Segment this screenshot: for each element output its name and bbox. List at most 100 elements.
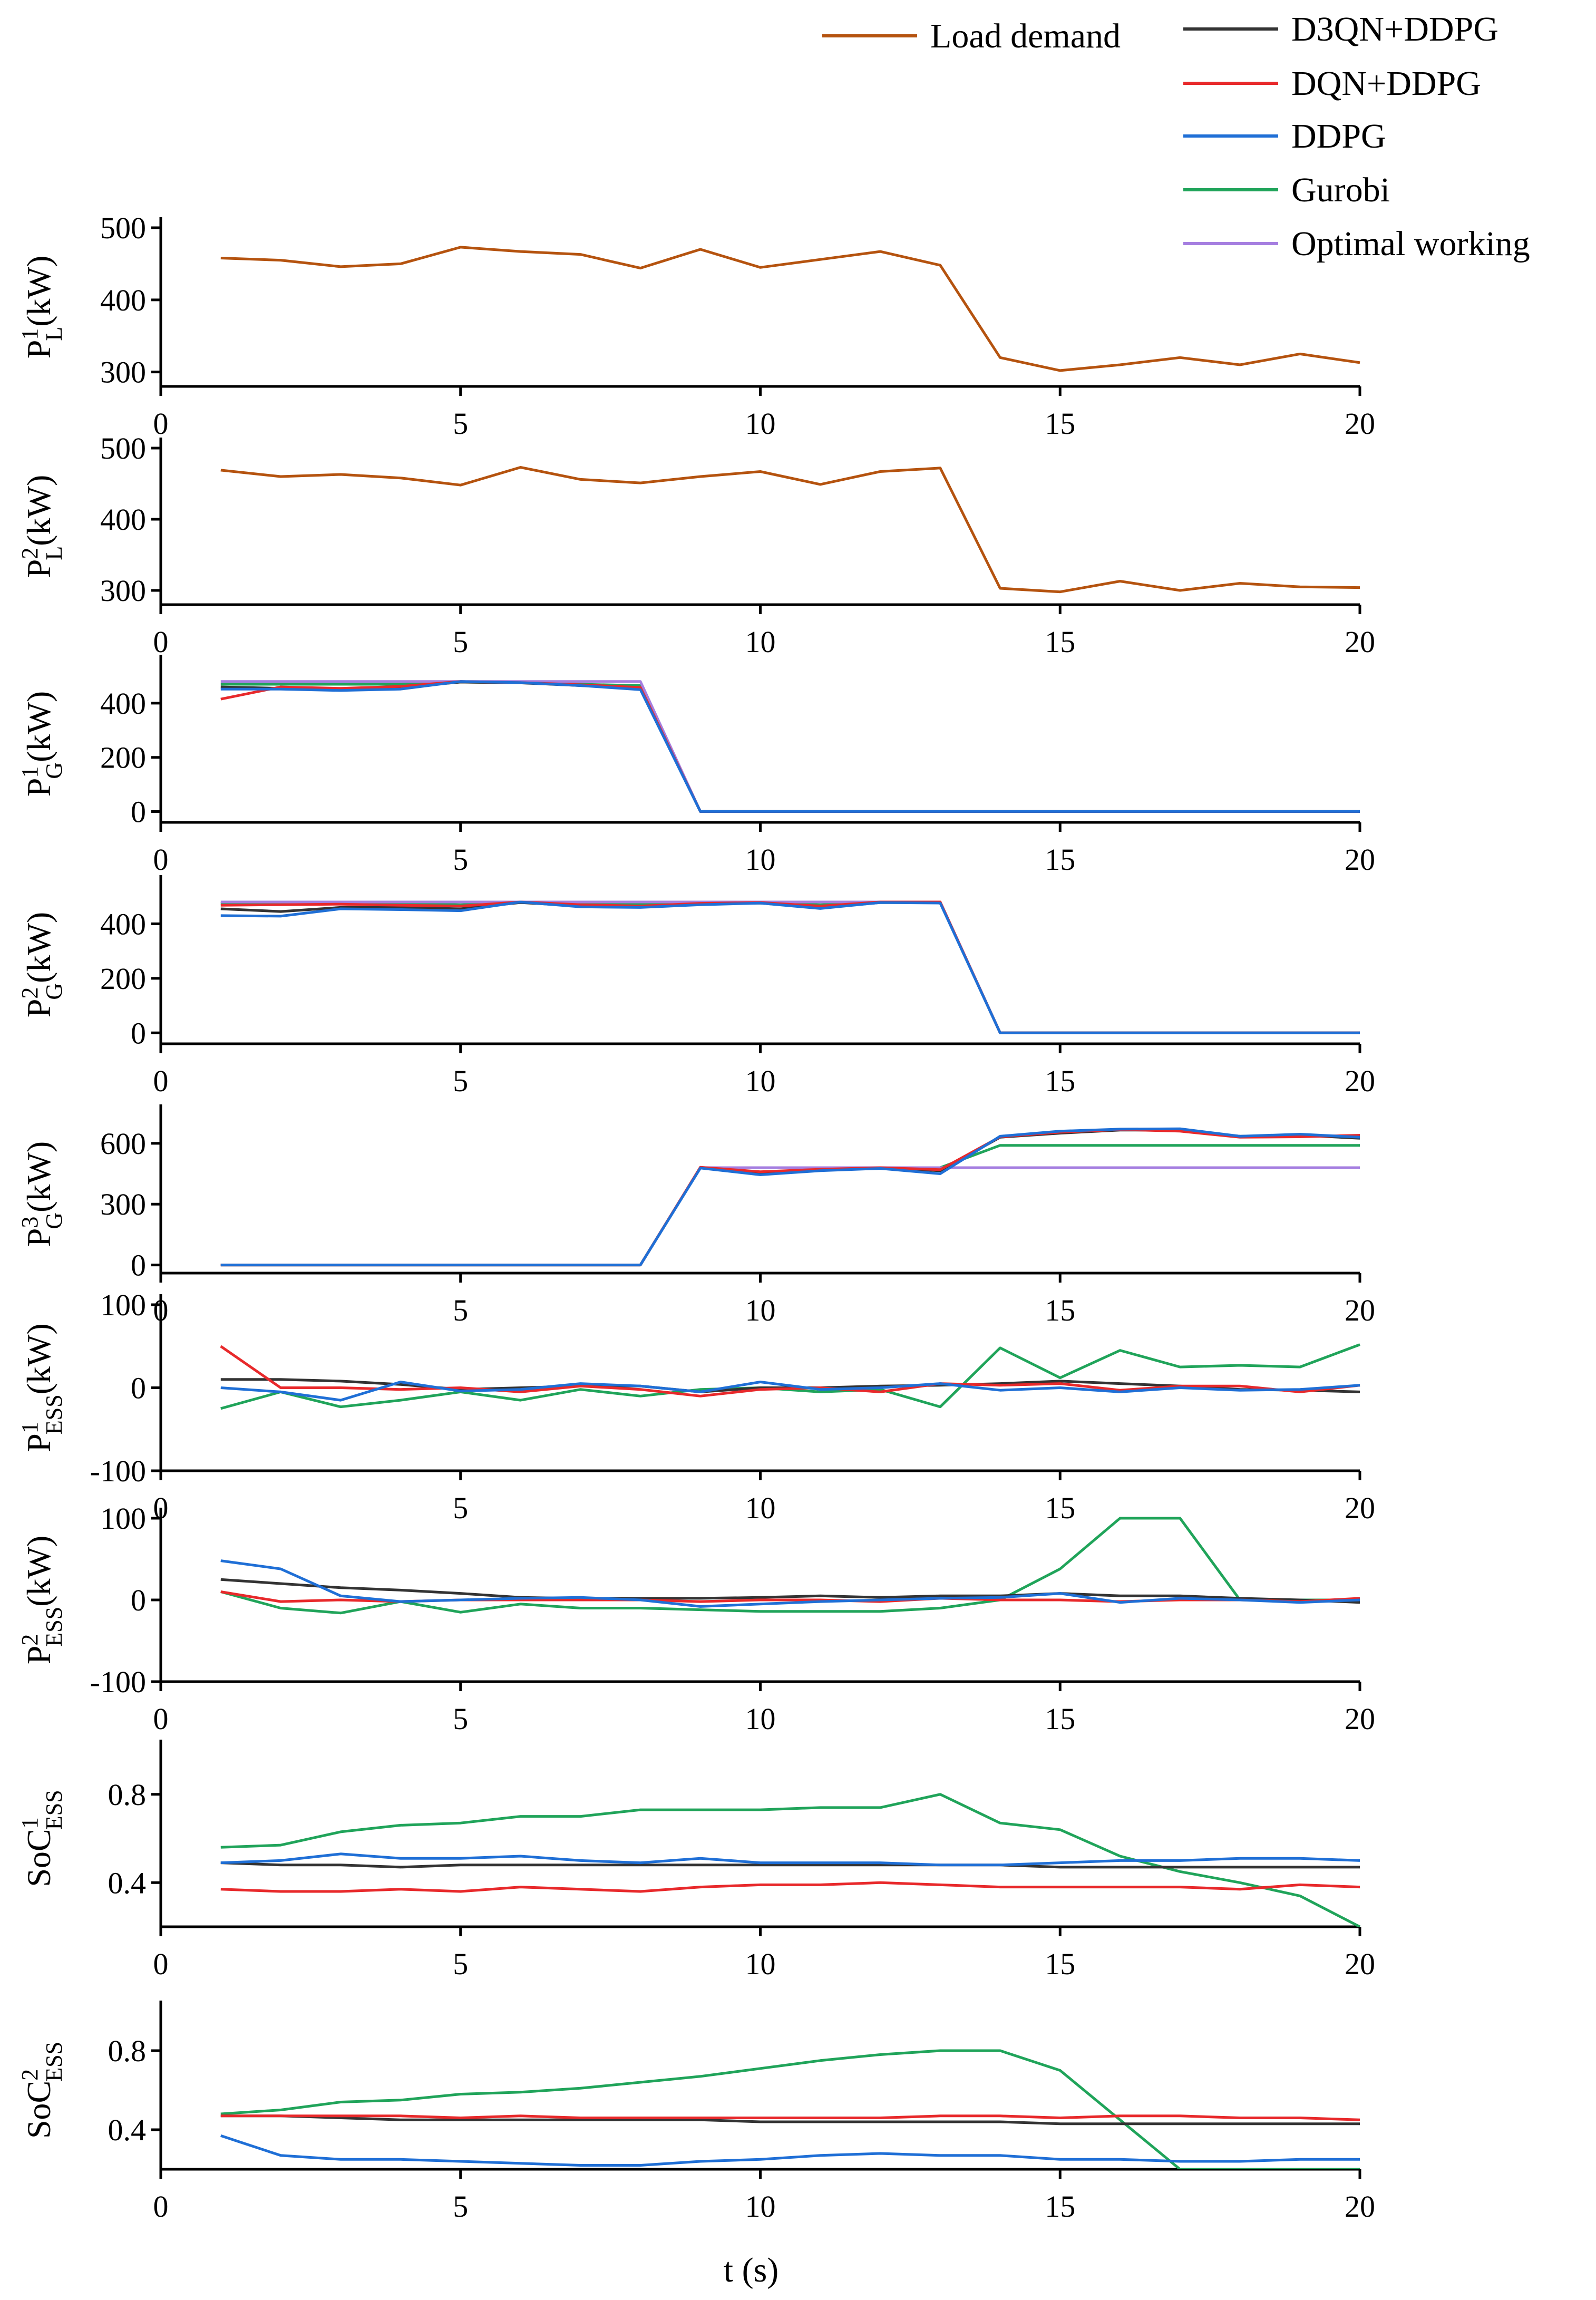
series-line-dqn: [220, 900, 1360, 1034]
series-line-gurobi: [220, 1517, 1360, 1615]
y-tick-label: 300: [100, 355, 146, 390]
y-label-sup: 3: [17, 1217, 43, 1228]
x-tick-label: 0: [153, 842, 169, 877]
series-group: [220, 680, 1360, 813]
series-line-ddpg: [220, 1127, 1360, 1267]
legend-label: D3QN+DDPG: [1291, 10, 1498, 48]
y-tick-label: 400: [100, 686, 146, 721]
y-axis-label: P1ESS(kW): [17, 1323, 67, 1452]
y-label-sub: L: [41, 327, 67, 341]
x-tick-label: 10: [745, 406, 776, 441]
x-tick-label: 0: [153, 625, 169, 659]
series-line-optimal: [220, 1166, 1360, 1267]
y-tick-label: 0: [131, 794, 146, 829]
legend-item-load: Load demand: [822, 17, 1121, 55]
y-tick-label: 200: [100, 741, 146, 775]
series-group: [220, 1793, 1361, 1927]
x-tick-label: 15: [1045, 1491, 1075, 1525]
y-tick-label: 500: [100, 431, 146, 465]
x-tick-label: 5: [453, 1293, 468, 1327]
y-tick-label: 100: [100, 1288, 146, 1322]
x-tick-label: 5: [453, 2189, 468, 2224]
y-tick-label: 0: [131, 1248, 146, 1283]
y-label-unit: (kW): [20, 1536, 57, 1607]
y-label-sup: 1: [17, 1817, 43, 1829]
y-tick-label: -100: [90, 1454, 146, 1488]
y-label-sub: G: [41, 983, 67, 1000]
legend-label: Optimal working: [1291, 225, 1530, 263]
y-label-base: P: [20, 999, 57, 1018]
x-tick-label: 10: [745, 1702, 776, 1736]
legend-item-d3qn: D3QN+DDPG: [1183, 10, 1498, 48]
y-tick-label: 300: [100, 574, 146, 608]
legend-item-dqn: DQN+DDPG: [1183, 64, 1481, 103]
x-tick-label: 0: [153, 2189, 169, 2224]
series-line-dqn: [220, 1128, 1360, 1267]
y-label-unit: (kW): [20, 1141, 57, 1212]
y-tick-label: 0.8: [108, 1778, 147, 1812]
y-label-sub: ESS: [41, 1790, 67, 1830]
x-tick-label: 10: [745, 1947, 776, 1981]
series-line-load: [220, 246, 1360, 372]
series-group: [220, 1127, 1360, 1267]
x-tick-label: 15: [1045, 1947, 1075, 1981]
y-label-base: P: [20, 1646, 57, 1665]
y-label-unit: (kW): [20, 691, 57, 762]
y-tick-label: 100: [100, 1501, 146, 1536]
series-line-ddpg: [220, 1381, 1360, 1402]
y-tick-label: 400: [100, 502, 146, 537]
y-label-sub: G: [41, 1212, 67, 1229]
series-line-d3qn: [220, 1578, 1360, 1604]
y-axis-label: P2ESS(kW): [17, 1536, 67, 1664]
y-label-sub: ESS: [41, 1394, 67, 1434]
series-line-dqn: [220, 2114, 1360, 2121]
legend-label: DDPG: [1291, 117, 1386, 156]
y-tick-label: 300: [100, 1187, 146, 1221]
x-tick-label: 15: [1045, 625, 1075, 659]
y-axis-label: P1L(kW): [17, 256, 67, 359]
y-label-sup: 1: [17, 328, 43, 340]
x-tick-label: 20: [1345, 2189, 1375, 2224]
y-label-unit: (kW): [20, 256, 57, 327]
y-label-sup: 2: [17, 1634, 43, 1646]
legend-item-optimal: Optimal working: [1183, 225, 1530, 263]
series-line-gurobi: [220, 1144, 1360, 1267]
y-label-unit: (kW): [20, 1323, 57, 1394]
series-line-gurobi: [220, 2049, 1360, 2169]
x-tick-label: 5: [453, 1702, 468, 1736]
series-line-load: [220, 466, 1360, 594]
series-line-dqn: [220, 1345, 1360, 1398]
y-axis-label: SoC2ESS: [17, 2042, 67, 2139]
x-tick-label: 0: [153, 1947, 169, 1981]
y-tick-label: 500: [100, 211, 146, 245]
series-group: [220, 900, 1360, 1034]
y-label-base: SoC: [20, 1829, 57, 1887]
panel-1: 0 5 10 15 20 300 400 500 P1L(kW): [17, 211, 1375, 441]
x-tick-label: 5: [453, 406, 468, 441]
legend-item-gurobi: Gurobi: [1183, 171, 1390, 209]
series-line-ddpg: [220, 1852, 1360, 1867]
panel-9: 0 5 10 15 20 0.4 0.8 SoC2ESS: [17, 2001, 1375, 2224]
x-tick-label: 10: [745, 1064, 776, 1098]
y-label-sup: 2: [17, 987, 43, 999]
y-label-sup: 1: [17, 766, 43, 778]
series-group: [220, 466, 1360, 594]
x-tick-label: 5: [453, 625, 468, 659]
y-tick-label: 0.4: [108, 2113, 147, 2147]
legend-label: Load demand: [930, 17, 1121, 55]
y-label-base: P: [20, 778, 57, 797]
y-label-sup: 2: [17, 2069, 43, 2081]
series-line-optimal: [220, 680, 1360, 813]
y-tick-label: 0: [131, 1016, 146, 1050]
series-line-ddpg: [220, 2134, 1360, 2167]
panel-8: 0 5 10 15 20 0.4 0.8 SoC1ESS: [17, 1740, 1375, 1981]
series-group: [220, 2049, 1360, 2169]
panel-5: 051015200300600P3G(kW): [17, 1104, 1375, 1327]
x-tick-label: 5: [453, 1064, 468, 1098]
x-tick-label: 5: [453, 1947, 468, 1981]
y-tick-label: -100: [90, 1665, 146, 1699]
